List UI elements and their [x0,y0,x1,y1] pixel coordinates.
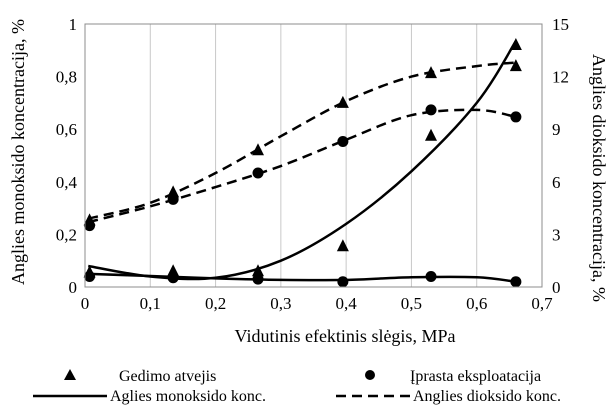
y-axis-right-title: Anglies dioksido koncentracija, % [589,54,609,302]
x-tick-label: 0,2 [205,294,226,313]
data-point-triangle [252,143,265,156]
y-right-tick-label: 15 [552,15,569,34]
legend-label-monoksido: Aglies monoksido konc. [110,388,266,405]
y-left-tick-label: 0 [69,278,78,297]
fit-curve-co-triangle [88,40,517,281]
fit-curve-co2-triangle [87,61,516,220]
legend: Gedimo atvejis Įprasta eksploatacija Agl… [33,368,561,405]
fit-curve-co2-circle [87,108,517,224]
data-point-circle [337,276,349,288]
data-point-circle [84,220,96,232]
data-point-circle [167,272,179,284]
y-left-tick-label: 0,2 [56,225,77,244]
y-left-tick-label: 0,4 [56,173,78,192]
legend-triangle-marker [64,369,76,380]
data-point-triangle [336,95,349,108]
x-tick-label: 0,7 [531,294,553,313]
data-point-circle [510,111,522,123]
data-point-circle [252,167,264,179]
legend-label-gedimo: Gedimo atvejis [119,368,216,385]
y-right-tick-label: 3 [552,225,561,244]
y-right-tick-label: 12 [552,68,569,87]
data-point-triangle [167,185,180,198]
y-left-tick-label: 1 [69,15,78,34]
y-right-tick-label: 6 [552,173,561,192]
data-point-circle [337,135,349,147]
data-point-circle [84,270,96,282]
x-tick-label: 0,6 [466,294,487,313]
y-left-tick-label: 0,8 [56,68,77,87]
data-point-circle [167,193,179,205]
data-point-circle [425,104,437,116]
legend-label-dioksido: Anglies dioksido konc. [413,388,561,405]
data-point-triangle [252,264,265,277]
axes [84,23,543,288]
x-tick-label: 0,4 [336,294,358,313]
y-right-tick-label: 9 [552,120,561,139]
tick-labels: 0 0,1 0,2 0,3 0,4 0,5 0,6 0,700,20,40,60,810369… [56,15,569,313]
data-point-triangle [425,66,438,79]
data-markers [83,38,522,288]
data-point-triangle [509,38,522,51]
fit-curve-co-circle [88,272,517,283]
plot-area-border [84,23,543,288]
x-tick-label: 0 [81,294,90,313]
data-point-circle [252,273,264,285]
x-tick-label: 0,1 [140,294,161,313]
y-right-tick-label: 0 [552,278,561,297]
data-point-circle [510,276,522,288]
y-axis-left-title: Anglies monoksido koncentracija, % [8,19,28,285]
legend-label-iprasta: Įprasta eksploatacija [410,368,541,385]
data-point-triangle [336,239,349,252]
x-axis-title: Vidutinis efektinis slėgis, MPa [235,326,456,346]
data-point-triangle [425,128,438,141]
data-point-triangle [509,59,522,72]
x-tick-label: 0,5 [401,294,422,313]
data-point-circle [425,270,437,282]
legend-circle-marker [365,370,375,380]
x-tick-label: 0,3 [270,294,291,313]
y-left-tick-label: 0,6 [56,120,77,139]
fit-curves [87,40,517,283]
